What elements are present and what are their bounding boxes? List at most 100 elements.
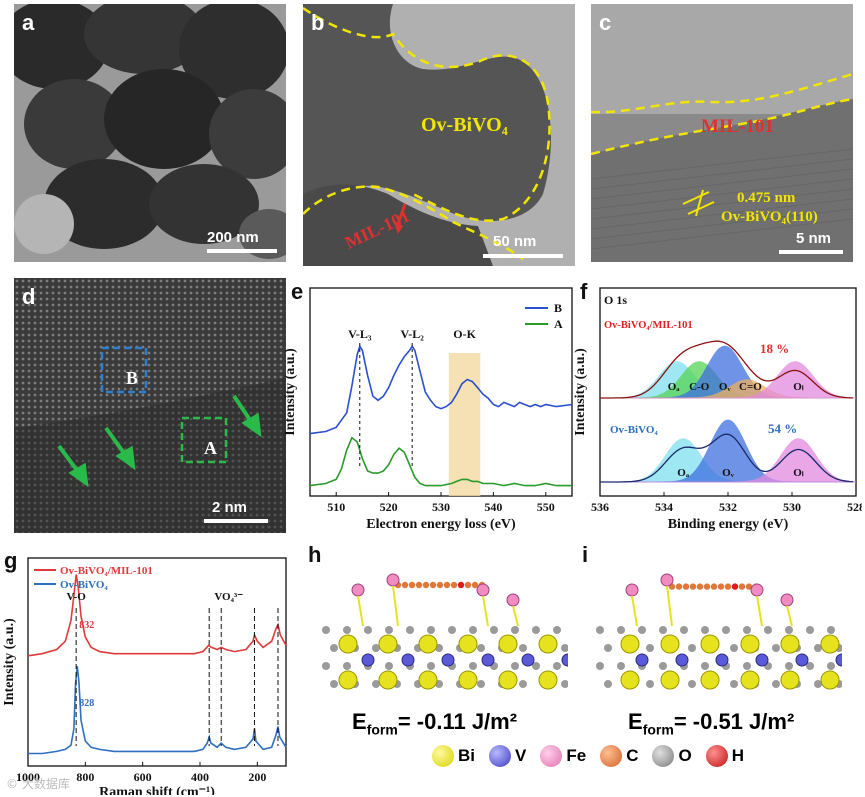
- struct-h-fe-3: [506, 593, 520, 607]
- struct-i-o-2-3: [659, 662, 667, 670]
- chart-f-peak-top-3: C=O: [739, 381, 762, 393]
- struct-i-fe-2: [750, 583, 764, 597]
- struct-i-bond-0: [631, 595, 638, 627]
- struct-i-o-0-3: [659, 626, 667, 634]
- struct-i-bi-bottom-5: [820, 670, 840, 690]
- struct-h-linker-5: [429, 581, 437, 589]
- chart-e-legend-label-B: B: [554, 301, 562, 315]
- label-lattice-plane: Ov-BiVO₄(110): [721, 209, 818, 225]
- struct-h-o-0-5: [427, 626, 435, 634]
- struct-h-bi-bottom-1: [378, 670, 398, 690]
- chart-g-tick-label-3: 400: [191, 770, 209, 784]
- chart-g-tick-label-2: 600: [134, 770, 152, 784]
- struct-h-o-0-4: [406, 626, 414, 634]
- struct-i-linker-5: [703, 583, 711, 590]
- atom-label-v: V: [515, 746, 527, 765]
- struct-h-o-0-2: [364, 626, 372, 634]
- struct-h-bi-top-3: [458, 634, 478, 654]
- chart-g-frame: [27, 557, 287, 767]
- struct-i-linker-9: [731, 583, 739, 590]
- struct-h-fe-1: [386, 573, 400, 587]
- panel-d-lattice: [14, 278, 286, 533]
- struct-i-linker-7: [717, 583, 725, 590]
- box-label-b: B: [126, 368, 139, 388]
- struct-i-bond-3: [786, 605, 793, 627]
- struct-i-linker-11: [745, 583, 753, 590]
- atom-label-h: H: [731, 746, 744, 765]
- struct-i-o-0-10: [806, 626, 814, 634]
- label-ov-bivo4: Ov-BiVO₄: [421, 114, 508, 136]
- panel-letter-d: d: [22, 284, 36, 309]
- structure-i-model: [596, 573, 842, 690]
- panel-a-tem-image: a 200 nm: [14, 4, 286, 262]
- struct-i-bi-bottom-0: [620, 670, 640, 690]
- struct-i-o-2-9: [785, 662, 793, 670]
- chart-f-xps: 536 534 532 530 528 O 1s Ov-BiVO₄/MIL-101 Ov-Bi…: [573, 287, 862, 532]
- struct-i-linker-3: [689, 583, 697, 590]
- struct-i-bi-bottom-2: [700, 670, 720, 690]
- chart-e-annotation-2: O-K: [453, 327, 476, 341]
- chart-f-peak-bottom-0: Oₐ: [677, 467, 690, 479]
- struct-i-fe-0: [625, 583, 639, 597]
- chart-g-ylabel: Intensity (a.u.): [2, 618, 17, 706]
- formation-energy-h: Eform= -0.11 J/m²: [352, 709, 518, 738]
- chart-f-title: O 1s: [604, 293, 627, 307]
- struct-h-o-2-9: [511, 662, 519, 670]
- struct-i-o-0-2: [638, 626, 646, 634]
- struct-i-o-3-2: [646, 680, 654, 688]
- struct-h-fe-2: [476, 583, 490, 597]
- struct-h-bond-2: [482, 595, 489, 627]
- panel-c-hrtem-image: c MIL-101 0.475 nm Ov-BiVO₄(110) 5 nm: [591, 4, 853, 262]
- chart-f-peak-top-0: Oₐ: [668, 381, 681, 393]
- struct-h-bi-top-5: [538, 634, 558, 654]
- struct-h-o-2-1: [343, 662, 351, 670]
- chart-g-tick-label-1: 800: [76, 770, 94, 784]
- struct-h-bi-top-4: [498, 634, 518, 654]
- struct-h-o-3-11: [561, 680, 568, 688]
- panel-b-tem-image: b Ov-BiVO₄ MIL-101 50 nm: [303, 4, 575, 266]
- struct-i-v-2: [715, 653, 729, 667]
- struct-h-o-0-6: [448, 626, 456, 634]
- struct-h-o-3-2: [372, 680, 380, 688]
- scale-bar-b: [483, 254, 563, 258]
- panel-letter-a: a: [22, 10, 35, 35]
- atom-label-o: O: [678, 746, 692, 765]
- struct-h-v-2: [441, 653, 455, 667]
- struct-h-o-0-3: [385, 626, 393, 634]
- chart-f-tick-label-4: 528: [847, 500, 862, 514]
- chart-e-annotation-1: V-L₂: [400, 327, 424, 341]
- o-atom-icon: [652, 745, 675, 767]
- struct-h-linker-3: [415, 581, 423, 589]
- struct-i-linker-1: [675, 583, 683, 590]
- chart-f-tick-label-0: 536: [591, 500, 609, 514]
- struct-i-v-5: [835, 653, 842, 667]
- chart-f-peak-top-2: Oᵥ: [719, 381, 732, 393]
- chart-f-annotation-bottom: 54 %: [768, 421, 797, 436]
- scale-bar-a: [207, 249, 277, 253]
- chart-e-tick-label-2: 530: [432, 500, 450, 514]
- struct-i-fe-1: [660, 573, 674, 587]
- struct-h-o-2-0: [322, 662, 330, 670]
- struct-h-o-3-7: [477, 680, 485, 688]
- struct-i-o-0-5: [701, 626, 709, 634]
- chart-g-tick-label-4: 200: [248, 770, 266, 784]
- struct-i-bond-2: [756, 595, 763, 627]
- struct-h-bi-bottom-2: [418, 670, 438, 690]
- struct-i-bi-top-3: [740, 634, 760, 654]
- struct-h-o-3-9: [519, 680, 527, 688]
- struct-i-o-3-10: [814, 680, 822, 688]
- struct-h-bi-bottom-4: [498, 670, 518, 690]
- struct-h-o-2-5: [427, 662, 435, 670]
- struct-h-linker-1: [401, 581, 409, 589]
- struct-h-o-0-8: [490, 626, 498, 634]
- struct-h-linker-8: [450, 581, 458, 589]
- panel-c-lattice: [591, 4, 853, 262]
- struct-i-o-1-8: [772, 644, 780, 652]
- chart-f-tick-label-3: 530: [783, 500, 801, 514]
- v-atom-icon: [489, 745, 511, 767]
- chart-e-series-B: [309, 344, 573, 435]
- struct-i-bi-top-0: [620, 634, 640, 654]
- chart-e-tick-label-0: 510: [327, 500, 345, 514]
- watermark-text: © 大数据库: [6, 777, 70, 791]
- scale-bar-c: [779, 250, 843, 254]
